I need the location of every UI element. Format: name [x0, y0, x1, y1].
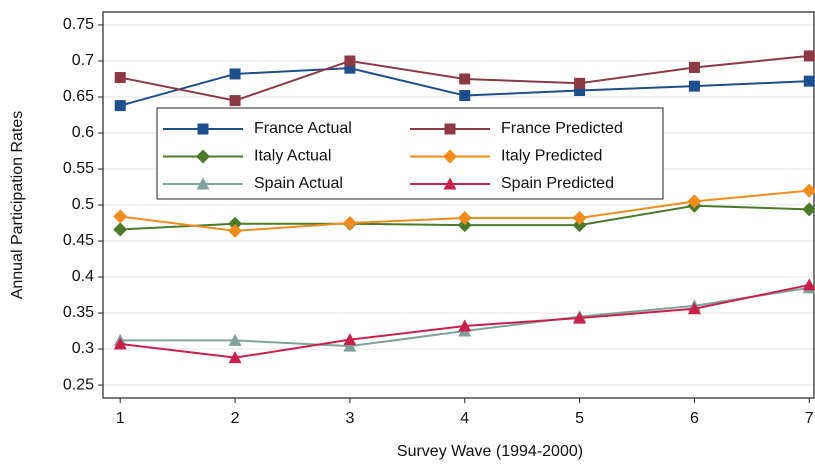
x-tick-label: 3 — [345, 410, 354, 427]
marker — [688, 80, 700, 92]
legend-label: Spain Actual — [254, 175, 343, 192]
marker — [114, 72, 126, 84]
marker — [228, 216, 243, 231]
legend-label: Italy Predicted — [501, 148, 602, 165]
y-tick-label: 0.5 — [72, 196, 94, 213]
marker — [803, 50, 815, 62]
marker — [803, 75, 815, 87]
marker — [228, 223, 243, 238]
y-tick-label: 0.6 — [72, 124, 94, 141]
y-tick-label: 0.75 — [63, 16, 94, 33]
marker — [228, 351, 242, 364]
marker — [573, 311, 587, 324]
legend-marker — [196, 177, 210, 190]
marker — [228, 333, 242, 346]
y-tick-label: 0.45 — [63, 232, 94, 249]
legend-label: Spain Predicted — [501, 175, 614, 192]
y-tick-label: 0.7 — [72, 52, 94, 69]
marker — [574, 77, 586, 89]
y-tick-label: 0.3 — [72, 340, 94, 357]
marker — [229, 68, 241, 80]
marker — [113, 209, 128, 224]
y-tick-label: 0.55 — [63, 160, 94, 177]
marker — [343, 339, 357, 352]
x-axis-label: Survey Wave (1994-2000) — [397, 443, 583, 460]
legend-marker — [197, 123, 209, 135]
marker — [688, 61, 700, 73]
marker — [114, 100, 126, 112]
marker — [572, 218, 587, 233]
marker — [459, 73, 471, 85]
x-tick-label: 4 — [460, 410, 469, 427]
marker — [458, 319, 472, 332]
x-tick-label: 5 — [575, 410, 584, 427]
marker — [229, 95, 241, 107]
marker — [687, 194, 702, 209]
marker — [344, 55, 356, 67]
legend-marker — [444, 123, 456, 135]
x-tick-label: 7 — [805, 410, 814, 427]
marker — [342, 216, 357, 231]
x-tick-label: 1 — [116, 410, 125, 427]
legend-label: France Predicted — [501, 120, 623, 137]
y-tick-label: 0.25 — [63, 376, 94, 393]
legend-label: France Actual — [254, 120, 352, 137]
y-tick-label: 0.4 — [72, 268, 94, 285]
series-line — [120, 286, 810, 348]
marker — [457, 210, 472, 225]
x-tick-label: 6 — [690, 410, 699, 427]
plot-frame — [102, 11, 815, 399]
legend-label: Italy Actual — [254, 148, 331, 165]
legend-marker — [443, 177, 457, 190]
y-tick-label: 0.65 — [63, 88, 94, 105]
legend-marker — [443, 149, 457, 164]
x-tick-label: 2 — [231, 410, 240, 427]
y-tick-label: 0.35 — [63, 304, 94, 321]
marker — [459, 90, 471, 102]
marker — [802, 278, 815, 291]
legend-marker — [196, 149, 210, 164]
marker — [802, 202, 815, 217]
marker — [687, 302, 701, 315]
marker — [802, 183, 815, 198]
marker — [113, 222, 128, 237]
marker — [572, 210, 587, 225]
marker — [113, 337, 127, 350]
y-axis-label: Annual Participation Rates — [9, 111, 26, 300]
marker — [343, 333, 357, 346]
marker — [457, 218, 472, 233]
